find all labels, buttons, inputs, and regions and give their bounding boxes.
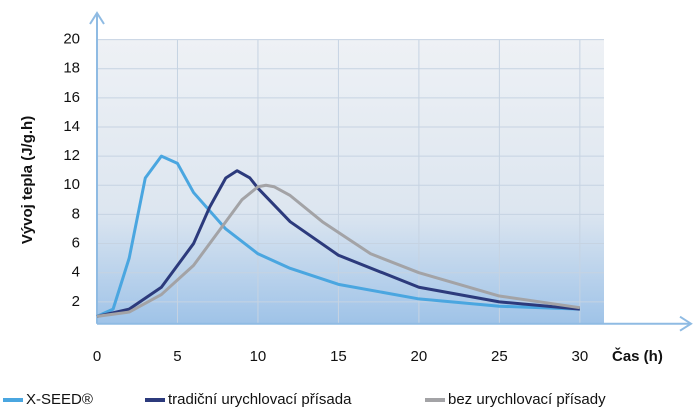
line: [96, 183, 581, 318]
x-tick-label: 15: [330, 348, 347, 365]
y-tick-label: 6: [72, 235, 80, 252]
x-axis-arrow: [679, 315, 693, 332]
x-tick-label: 30: [572, 348, 589, 365]
x-axis-label: Čas (h): [612, 347, 663, 365]
y-tick-label: 14: [63, 118, 80, 135]
legend-label: bez urychlovací přísady: [448, 391, 606, 408]
y-tick-label: 10: [63, 176, 80, 193]
y-tick-label: 18: [63, 60, 80, 77]
y-axis-label: Vývoj tepla (J/g.h): [19, 116, 36, 244]
y-axis-arrow: [89, 11, 105, 25]
x-tick-label: 0: [93, 348, 101, 365]
y-tick-label: 16: [63, 89, 80, 106]
y-tick-label: 12: [63, 147, 80, 164]
line: [96, 169, 580, 318]
x-tick-label: 10: [250, 348, 267, 365]
y-tick-label: 4: [72, 264, 80, 281]
y-tick-label: 20: [63, 31, 80, 48]
y-tick-label: 8: [72, 205, 80, 222]
plot-area: [97, 39, 604, 324]
legend-label: X-SEED®: [26, 391, 93, 408]
x-tick-label: 5: [173, 348, 181, 365]
x-tick-label: 20: [411, 348, 428, 365]
legend-label: tradiční urychlovací přísada: [168, 391, 352, 408]
x-tick-label: 25: [491, 348, 508, 365]
y-tick-label: 2: [72, 293, 80, 310]
